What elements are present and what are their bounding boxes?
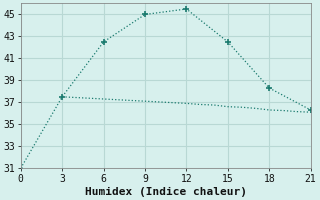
X-axis label: Humidex (Indice chaleur): Humidex (Indice chaleur) bbox=[85, 186, 247, 197]
